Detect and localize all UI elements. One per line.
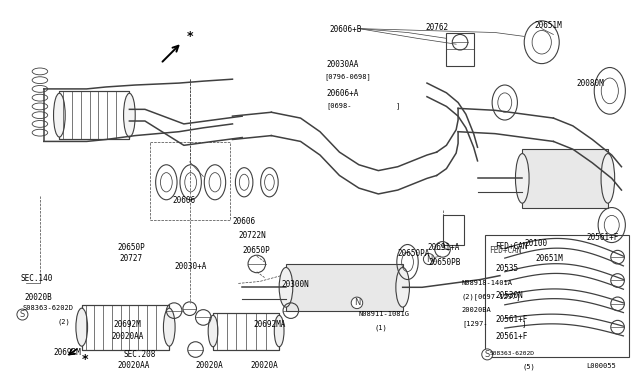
Bar [150, 142, 230, 220]
Text: 20561+F: 20561+F [586, 233, 619, 242]
Text: ]: ] [396, 103, 400, 109]
Text: 20530N: 20530N [495, 291, 523, 300]
Text: FED+CAN: FED+CAN [495, 241, 527, 251]
Text: 20650P: 20650P [118, 243, 145, 251]
Text: 20020B: 20020B [24, 293, 52, 302]
Text: 20020AA: 20020AA [118, 361, 150, 370]
Text: 20561+F: 20561+F [495, 315, 527, 324]
Ellipse shape [396, 267, 410, 307]
Ellipse shape [515, 154, 529, 203]
Text: [0796-0698]: [0796-0698] [324, 73, 371, 80]
Text: 20080M: 20080M [577, 79, 605, 88]
Text: SEC.208: SEC.208 [124, 350, 156, 359]
Text: 20650PA: 20650PA [398, 249, 430, 259]
Text: 20020A: 20020A [196, 361, 223, 370]
Text: 20561+F: 20561+F [495, 332, 527, 341]
Text: *: * [81, 353, 88, 366]
Text: 20030AA: 20030AA [327, 60, 359, 69]
Text: N08911-1081G: N08911-1081G [359, 311, 410, 317]
Ellipse shape [54, 93, 65, 137]
Text: *: * [186, 30, 193, 43]
Text: (1): (1) [374, 324, 387, 331]
Text: 20606+B: 20606+B [330, 25, 362, 34]
Text: FED+CAN: FED+CAN [489, 247, 522, 256]
Text: N08918-1401A: N08918-1401A [462, 279, 513, 286]
Bar [286, 264, 403, 311]
Ellipse shape [279, 267, 292, 307]
Text: (2)[0697-1297]: (2)[0697-1297] [462, 293, 522, 300]
Text: 20030+A: 20030+A [174, 262, 207, 271]
Text: 20651M: 20651M [534, 21, 562, 30]
Text: (5): (5) [522, 363, 535, 370]
Text: S08363-6202D: S08363-6202D [489, 352, 534, 356]
Text: 20762: 20762 [425, 23, 448, 32]
Ellipse shape [208, 315, 218, 347]
Text: SEC.140: SEC.140 [20, 274, 53, 283]
Ellipse shape [124, 93, 135, 137]
Text: N: N [354, 298, 360, 307]
Bar [485, 235, 629, 357]
Text: [0698-: [0698- [327, 103, 352, 109]
Bar [82, 305, 169, 350]
Text: 20606: 20606 [172, 196, 195, 205]
Text: L000055: L000055 [586, 363, 616, 369]
Ellipse shape [601, 154, 614, 203]
Text: 20100: 20100 [524, 239, 547, 248]
Bar [522, 149, 608, 208]
Text: N: N [426, 254, 432, 264]
Text: 20300N: 20300N [281, 279, 309, 289]
Text: [1297-: [1297- [462, 320, 488, 327]
Text: 20650PB: 20650PB [429, 258, 461, 267]
Ellipse shape [76, 308, 88, 346]
Ellipse shape [163, 308, 175, 346]
Text: 20722N: 20722N [238, 231, 266, 240]
Text: 20535: 20535 [495, 264, 518, 273]
Ellipse shape [275, 315, 284, 347]
Bar [447, 32, 474, 65]
Text: 20606: 20606 [232, 217, 255, 226]
Text: 20606+A: 20606+A [327, 89, 359, 98]
Text: 20692M: 20692M [54, 347, 81, 357]
Bar [442, 215, 464, 244]
Bar [60, 91, 129, 140]
Text: S: S [20, 310, 25, 319]
Text: 20020BA: 20020BA [462, 307, 492, 313]
Text: S08363-6202D: S08363-6202D [22, 305, 74, 311]
Text: 20727: 20727 [120, 254, 143, 263]
Text: (2): (2) [58, 318, 70, 325]
Text: 20692MA: 20692MA [254, 320, 286, 329]
Text: 20692M: 20692M [114, 320, 141, 329]
Text: 20651M: 20651M [536, 254, 564, 263]
Text: 20020A: 20020A [250, 361, 278, 370]
Text: 20691+A: 20691+A [427, 243, 460, 251]
Text: ]: ] [522, 320, 527, 327]
Text: S: S [484, 350, 490, 359]
Text: 20020AA: 20020AA [112, 332, 144, 341]
Text: 20650P: 20650P [242, 247, 270, 256]
Bar [213, 312, 279, 350]
